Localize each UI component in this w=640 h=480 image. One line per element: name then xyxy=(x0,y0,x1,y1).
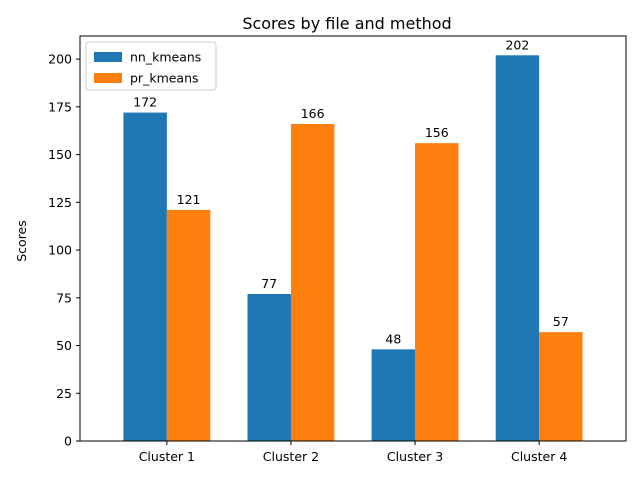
y-axis-label: Scores xyxy=(14,220,29,262)
plot-area: 172 77 48 202 121 166 156 57 0 25 50 75 100 125 150 175… xyxy=(48,35,627,464)
y-tick-label: 175 xyxy=(48,99,72,114)
bar-pr_kmeans-1 xyxy=(166,209,211,441)
x-tick-label: Cluster 2 xyxy=(263,449,319,464)
bar-pr_kmeans-4 xyxy=(539,332,583,441)
y-tick-label: 0 xyxy=(64,434,72,449)
bar-pr_kmeans-2 xyxy=(290,124,335,442)
data-label-nn_kmeans-3: 48 xyxy=(385,331,401,346)
bar-nn_kmeans-1 xyxy=(123,112,167,442)
data-label-nn_kmeans-1: 172 xyxy=(133,95,157,110)
y-tick-label: 125 xyxy=(48,195,72,210)
chart-title: Scores by file and method xyxy=(242,14,451,33)
y-tick-label: 150 xyxy=(48,147,72,162)
x-tick-label: Cluster 4 xyxy=(511,449,567,464)
data-label-pr_kmeans-1: 121 xyxy=(177,192,201,207)
plot-frame xyxy=(79,35,627,442)
x-tick-label: Cluster 3 xyxy=(387,449,443,464)
legend-label-pr_kmeans: pr_kmeans xyxy=(130,71,199,86)
bar-pr_kmeans-3 xyxy=(415,143,459,441)
bar-nn_kmeans-3 xyxy=(371,349,416,441)
data-label-pr_kmeans-3: 156 xyxy=(425,125,449,140)
bar-nn_kmeans-4 xyxy=(495,55,540,442)
y-tick-label: 50 xyxy=(56,338,72,353)
y-tick-label: 25 xyxy=(56,386,72,401)
y-tick-label: 75 xyxy=(56,290,72,305)
y-tick-label: 200 xyxy=(48,52,72,67)
data-label-nn_kmeans-4: 202 xyxy=(505,37,529,52)
data-label-pr_kmeans-2: 166 xyxy=(301,106,325,121)
legend-label-nn_kmeans: nn_kmeans xyxy=(130,50,201,65)
bar-nn_kmeans-2 xyxy=(247,293,291,441)
data-label-nn_kmeans-2: 77 xyxy=(261,276,277,291)
y-tick-label: 100 xyxy=(48,243,72,258)
data-label-pr_kmeans-4: 57 xyxy=(553,314,569,329)
x-tick-label: Cluster 1 xyxy=(139,449,195,464)
legend-swatch-pr_kmeans xyxy=(94,73,122,83)
legend-swatch-nn_kmeans xyxy=(94,52,122,62)
